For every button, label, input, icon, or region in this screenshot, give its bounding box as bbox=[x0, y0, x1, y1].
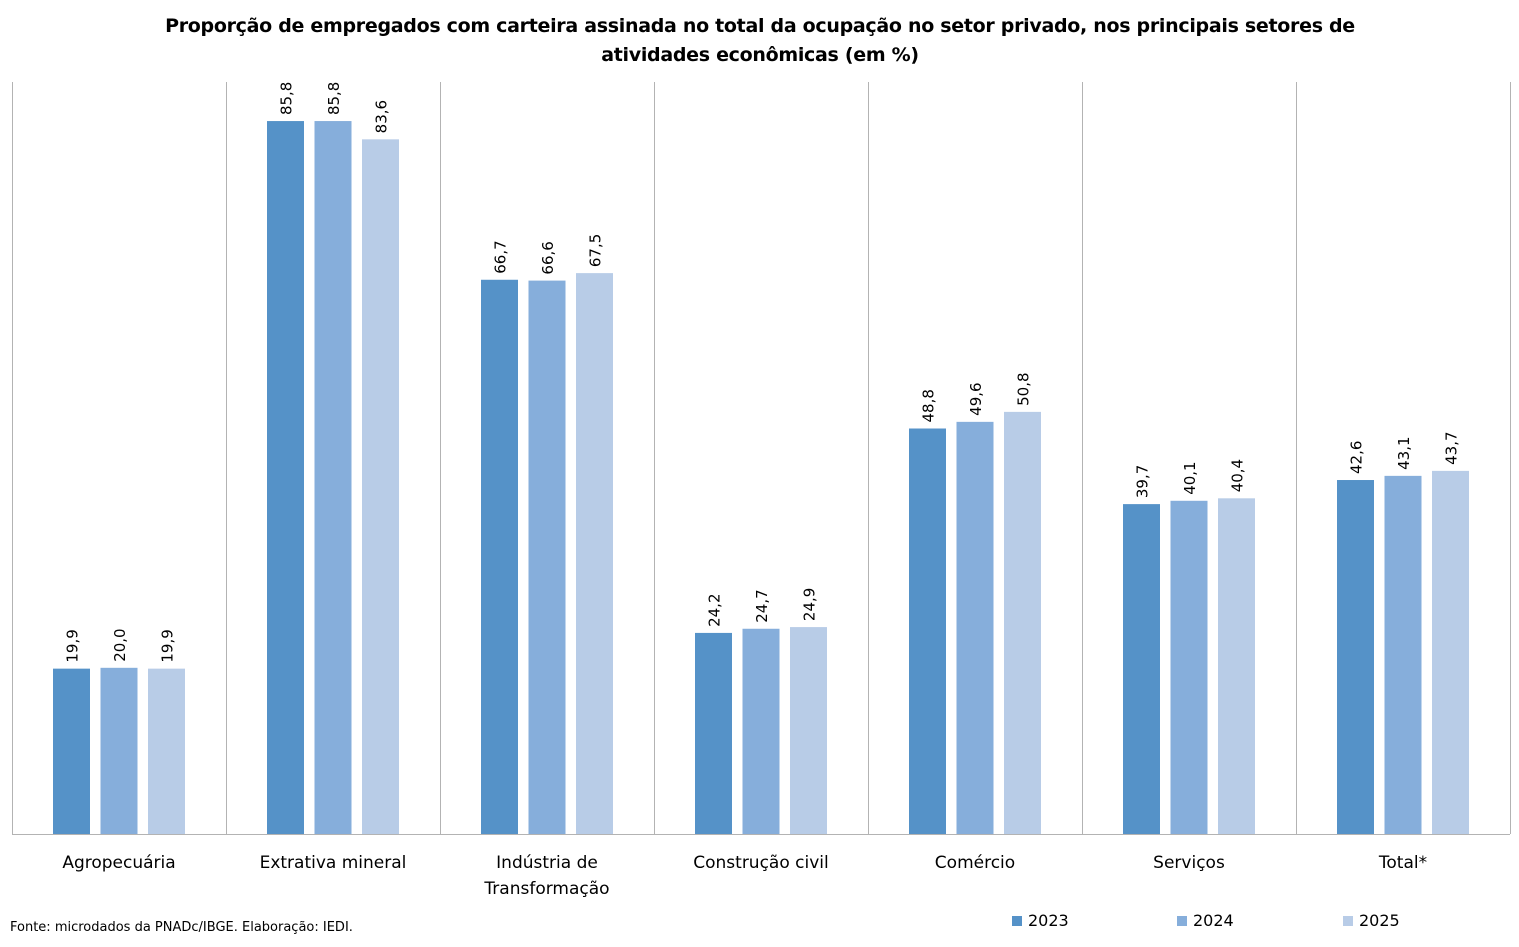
data-label: 40,4 bbox=[1229, 459, 1247, 492]
bar-2023 bbox=[267, 121, 304, 835]
data-label: 50,8 bbox=[1015, 372, 1033, 405]
bar-2024 bbox=[1384, 475, 1422, 834]
category-label: Comércio bbox=[935, 853, 1015, 873]
bar-2023 bbox=[1123, 504, 1160, 834]
category-label: Serviços bbox=[1153, 853, 1225, 873]
data-label: 19,9 bbox=[64, 629, 82, 662]
legend-swatch bbox=[1012, 915, 1022, 926]
data-label: 20,0 bbox=[111, 628, 129, 661]
data-label: 24,7 bbox=[753, 589, 771, 622]
bar-2024 bbox=[1170, 500, 1208, 834]
data-label: 24,2 bbox=[706, 594, 724, 627]
bar-2024 bbox=[742, 628, 780, 834]
data-label: 48,8 bbox=[920, 389, 938, 422]
bar-2025 bbox=[148, 668, 185, 834]
data-label: 43,7 bbox=[1443, 431, 1461, 464]
bar-2023 bbox=[481, 279, 518, 834]
legend-label: 2024 bbox=[1193, 911, 1234, 930]
data-label: 66,6 bbox=[539, 241, 557, 274]
data-label: 85,8 bbox=[325, 82, 343, 115]
bar-2024 bbox=[100, 667, 138, 834]
data-label: 19,9 bbox=[159, 629, 177, 662]
category-label: Transformação bbox=[483, 879, 609, 899]
bar-2024 bbox=[314, 121, 352, 835]
legend-swatch bbox=[1177, 915, 1187, 926]
legend-item-2023: 2023 bbox=[1012, 911, 1069, 930]
category-label: Total* bbox=[1378, 853, 1427, 873]
data-label: 24,9 bbox=[801, 588, 819, 621]
category-label: Extrativa mineral bbox=[260, 853, 407, 873]
category-label: Construção civil bbox=[693, 853, 828, 873]
data-label: 39,7 bbox=[1134, 465, 1152, 498]
bar-2023 bbox=[1337, 480, 1374, 834]
bar-2023 bbox=[53, 668, 90, 834]
bar-2023 bbox=[909, 428, 946, 834]
bar-2024 bbox=[528, 280, 566, 834]
bar-2024 bbox=[956, 421, 994, 834]
bar-2023 bbox=[695, 632, 732, 834]
bar-2025 bbox=[362, 139, 399, 834]
bar-2025 bbox=[1004, 411, 1041, 834]
category-label: Agropecuária bbox=[62, 853, 175, 873]
bar-2025 bbox=[1218, 498, 1255, 834]
legend-label: 2025 bbox=[1359, 911, 1400, 930]
category-label: Indústria de bbox=[496, 853, 598, 873]
data-label: 66,7 bbox=[492, 240, 510, 273]
data-label: 42,6 bbox=[1348, 441, 1366, 474]
data-label: 40,1 bbox=[1181, 461, 1199, 494]
data-label: 67,5 bbox=[587, 234, 605, 267]
data-label: 43,1 bbox=[1395, 436, 1413, 469]
bar-2025 bbox=[1432, 470, 1469, 834]
legend-label: 2023 bbox=[1028, 911, 1069, 930]
data-label: 83,6 bbox=[373, 100, 391, 133]
data-label: 49,6 bbox=[967, 382, 985, 415]
data-label: 85,8 bbox=[278, 82, 296, 115]
bar-2025 bbox=[790, 627, 827, 834]
chart-title: Proporção de empregados com carteira ass… bbox=[165, 15, 1355, 66]
source-note: Fonte: microdados da PNADc/IBGE. Elabora… bbox=[10, 920, 353, 935]
legend-item-2025: 2025 bbox=[1343, 911, 1400, 930]
bar-2025 bbox=[576, 273, 613, 834]
legend-swatch bbox=[1343, 915, 1353, 926]
legend-item-2024: 2024 bbox=[1177, 911, 1234, 930]
